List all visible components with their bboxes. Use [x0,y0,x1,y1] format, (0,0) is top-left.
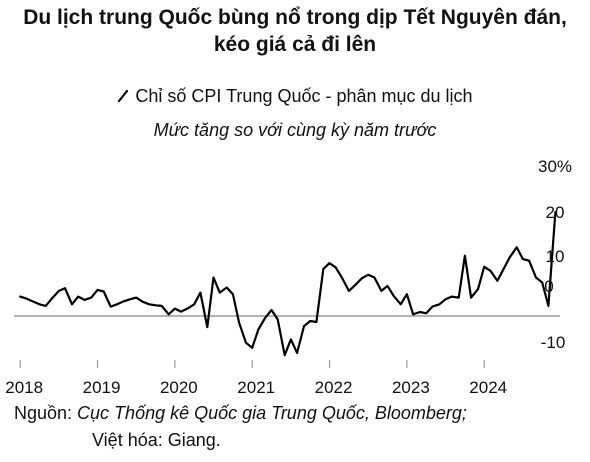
y-tick-label: 20 [546,203,565,222]
y-tick-label: 0 [544,277,553,296]
x-tick-label: 2018 [5,378,43,397]
chart-subtitle: Mức tăng so với cùng kỳ năm trước [153,120,437,140]
line-icon [118,89,129,103]
y-tick-label: -10 [541,333,566,352]
x-tick-label: 2019 [83,378,121,397]
y-tick-label: 10 [546,247,565,266]
x-tick-label: 2024 [469,378,507,397]
source-prefix: Nguồn: [14,403,78,423]
x-tick-label: 2023 [392,378,430,397]
x-tick-label: 2022 [315,378,353,397]
chart-title: Du lịch trung Quốc bùng nổ trong dịp Tết… [0,4,590,58]
source-name: Cục Thống kê Quốc gia Trung Quốc, Bloomb… [77,403,467,423]
translation-credit: Việt hóa: Giang. [92,430,221,450]
x-tick-label: 2020 [160,378,198,397]
x-tick-label: 2021 [237,378,275,397]
title-line-2: kéo giá cả đi lên [213,33,377,56]
source-note: Nguồn: Cục Thống kê Quốc gia Trung Quốc,… [14,400,467,454]
legend: Chỉ số CPI Trung Quốc - phân mục du lịch [0,84,590,108]
legend-label: Chỉ số CPI Trung Quốc - phân mục du lịch [135,86,473,106]
title-line-1: Du lịch trung Quốc bùng nổ trong dịp Tết… [23,6,567,29]
series-line-0 [19,211,557,357]
y-tick-label: 30% [538,157,572,176]
